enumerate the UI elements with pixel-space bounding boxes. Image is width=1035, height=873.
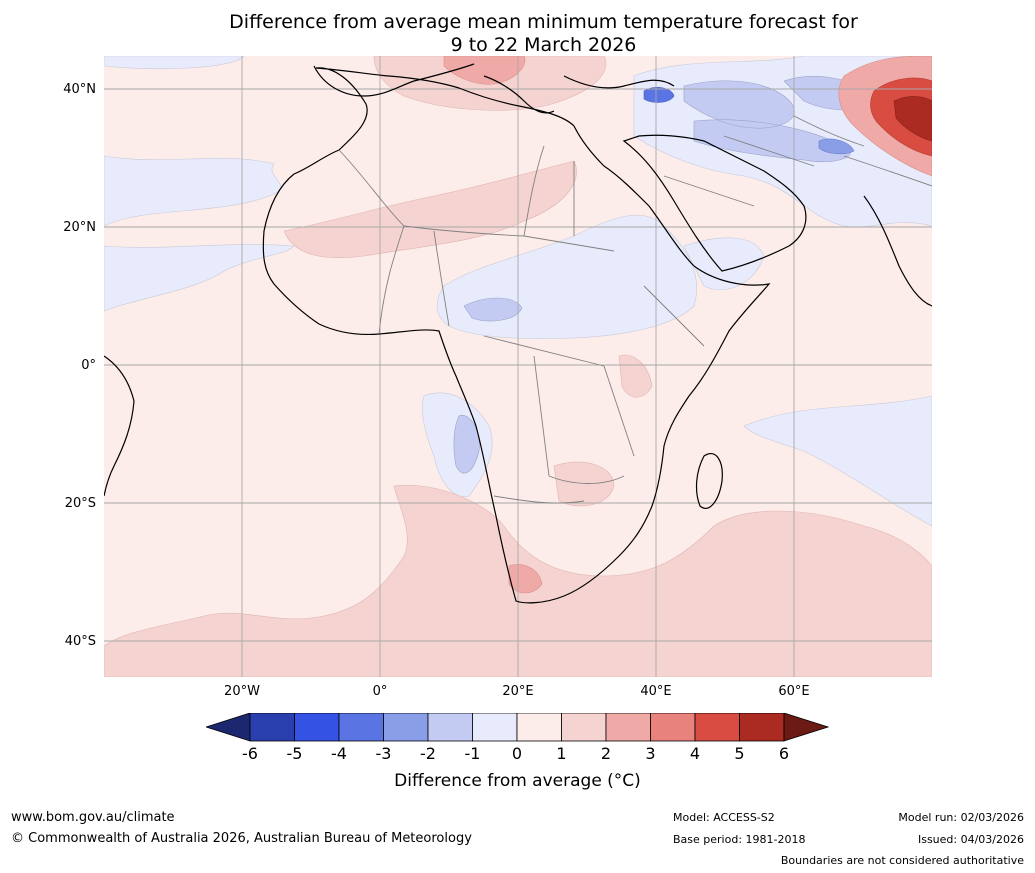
colorbar-tick: -6 [242,744,258,763]
colorbar-tick: 1 [556,744,567,763]
colorbar-tick: -4 [331,744,347,763]
footer-base-period: Base period: 1981-2018 [673,833,806,846]
colorbar-tick: 5 [734,744,745,763]
cool-region-west-atlantic [104,155,295,312]
colorbar-tick: 0 [511,744,523,763]
warm-region-southwest-indian [553,461,615,507]
colorbar-tick: 6 [778,744,790,763]
warm-region-tibet-peak [893,96,932,142]
colorbar-tick: 4 [689,744,701,763]
map-title-line2: 9 to 22 March 2026 [450,34,637,56]
colorbar-cell [294,713,340,742]
lon-label-40e: 40°E [640,684,672,699]
colorbar-tick: -3 [375,744,392,763]
lat-label-20n: 20°N [63,220,96,235]
graticule [104,56,932,677]
coastline-madagascar [695,453,723,509]
colorbar-cell [650,713,696,742]
footer-disclaimer: Boundaries are not considered authoritat… [780,854,1024,867]
lon-label-20e: 20°E [502,684,534,699]
colorbar-cell [605,713,651,742]
colorbar-cell [516,713,562,742]
colorbar-cell [472,713,518,742]
coastline-arabia [622,134,807,272]
colorbar-cell [694,713,740,742]
colorbar-cell [561,713,607,742]
lat-label-20s: 20°S [64,496,96,511]
warm-region-south-africa-core [508,564,543,594]
cool-region-arabian-sea [683,237,765,290]
colorbar-cell [739,713,785,742]
footer-model-run: Model run: 02/03/2026 [898,811,1024,824]
colorbar-tick: 2 [600,744,612,763]
colorbar-tick: -1 [464,744,481,763]
colorbar-tick: -5 [286,744,303,763]
warm-region-east-africa [618,354,653,398]
lat-label-0: 0° [81,358,96,373]
footer-model: Model: ACCESS-S2 [673,811,775,824]
colorbar-tick: 3 [645,744,656,763]
cool-region-north-atlantic [104,56,245,70]
coastline-africa [262,67,771,604]
cool-region-indian-ocean [743,395,932,527]
footer-issued: Issued: 04/03/2026 [917,833,1024,846]
cool-region-angola-coast [453,414,480,474]
coastline-india [863,195,932,307]
lat-label-40n: 40°N [63,82,96,97]
colorbar-cell [427,713,473,742]
coastline-south-america [104,355,135,497]
anomaly-map [104,56,932,677]
warm-region-balkans [443,56,526,85]
footer-copyright: © Commonwealth of Australia 2026, Austra… [11,831,472,846]
cool-region-central-africa [463,297,523,322]
lat-label-40s: 40°S [64,634,96,649]
lon-label-0: 0° [372,684,388,699]
colorbar-cell [383,713,429,742]
coastline-europe [313,63,675,114]
colorbar [206,713,829,742]
map-title-line1: Difference from average mean minimum tem… [229,11,858,33]
lon-label-20w: 20°W [224,684,260,699]
colorbar-cell [338,713,384,742]
cool-region-iran-core [818,138,855,155]
country-borders [338,115,932,504]
colorbar-tick: -2 [420,744,436,763]
lon-label-60e: 60°E [778,684,810,699]
colorbar-label: Difference from average (°C) [394,771,641,791]
footer-website[interactable]: www.bom.gov.au/climate [11,810,175,825]
colorbar-over-triangle [783,713,829,742]
colorbar-under-triangle [206,713,251,742]
colorbar-cell [249,713,295,742]
